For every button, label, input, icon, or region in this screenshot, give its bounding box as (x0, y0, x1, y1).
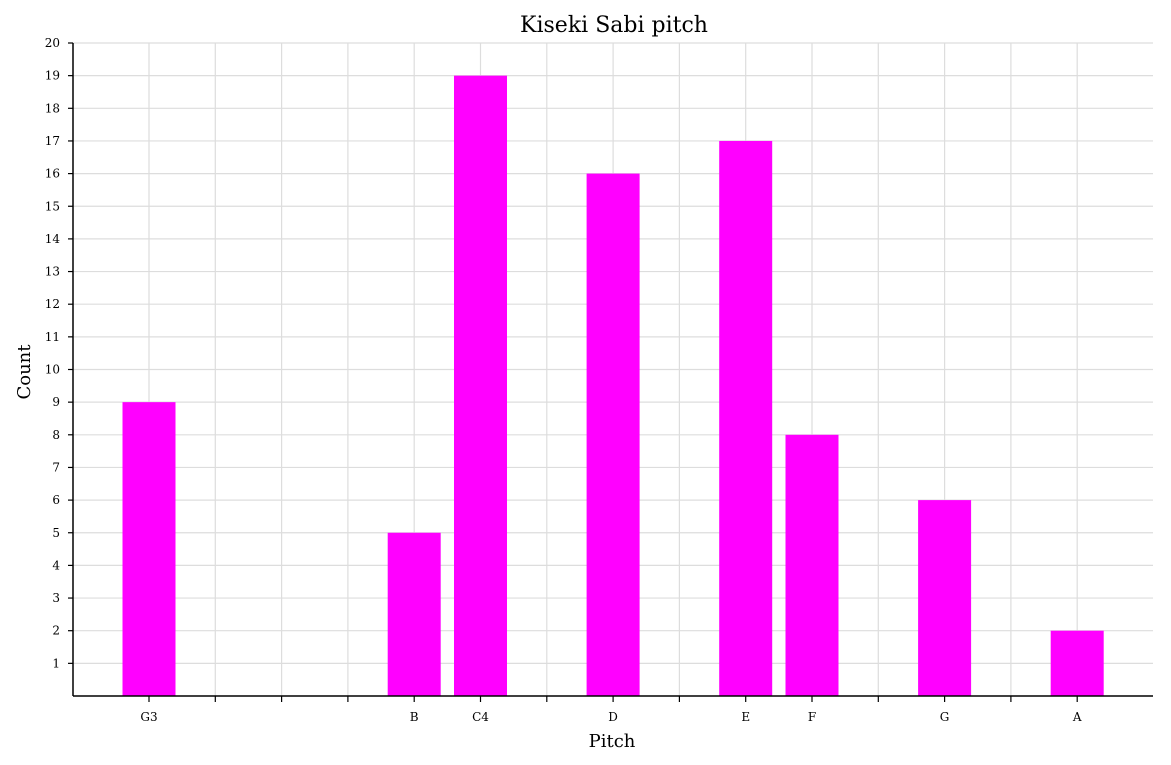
x-tick-label: F (808, 710, 816, 724)
chart-title: Kiseki Sabi pitch (520, 13, 708, 38)
y-tick-label: 3 (52, 591, 60, 605)
x-tick-label: G3 (140, 710, 157, 724)
bar-f (785, 434, 839, 696)
x-tick-label: G (940, 710, 950, 724)
y-tick-label: 13 (45, 265, 60, 279)
bar-a (1050, 630, 1104, 696)
y-tick-label: 4 (52, 558, 60, 572)
y-tick-label: 2 (52, 624, 60, 638)
bar-c4 (454, 75, 507, 696)
y-tick-label: 6 (52, 493, 60, 507)
bar-d (586, 173, 640, 697)
y-tick-label: 20 (45, 36, 60, 50)
y-tick-label: 16 (45, 167, 60, 181)
bars (122, 75, 1104, 697)
y-tick-label: 10 (45, 363, 60, 377)
bar-e (719, 140, 773, 696)
y-tick-label: 12 (45, 297, 60, 311)
y-tick-label: 1 (52, 656, 60, 670)
x-tick-label: A (1072, 710, 1082, 724)
x-tick-label: B (410, 710, 419, 724)
x-tick-label: E (741, 710, 750, 724)
bar-g (918, 500, 972, 696)
bar-b (387, 532, 441, 696)
y-tick-label: 9 (52, 395, 60, 409)
x-axis-label: Pitch (589, 731, 636, 752)
y-tick-label: 7 (52, 460, 60, 474)
x-tick-label: D (608, 710, 618, 724)
y-tick-label: 11 (45, 330, 60, 344)
y-tick-label: 14 (45, 232, 61, 246)
y-tick-label: 18 (45, 101, 60, 115)
y-tick-label: 17 (45, 134, 60, 148)
x-axis-ticks: G3 B C4 D E F G A (140, 696, 1082, 724)
y-tick-label: 19 (45, 69, 60, 83)
y-tick-label: 8 (52, 428, 60, 442)
y-axis-label: Count (14, 344, 35, 400)
bar-g3 (122, 402, 176, 696)
y-tick-label: 5 (52, 526, 60, 540)
x-tick-label: C4 (472, 710, 489, 724)
y-tick-label: 15 (45, 199, 60, 213)
